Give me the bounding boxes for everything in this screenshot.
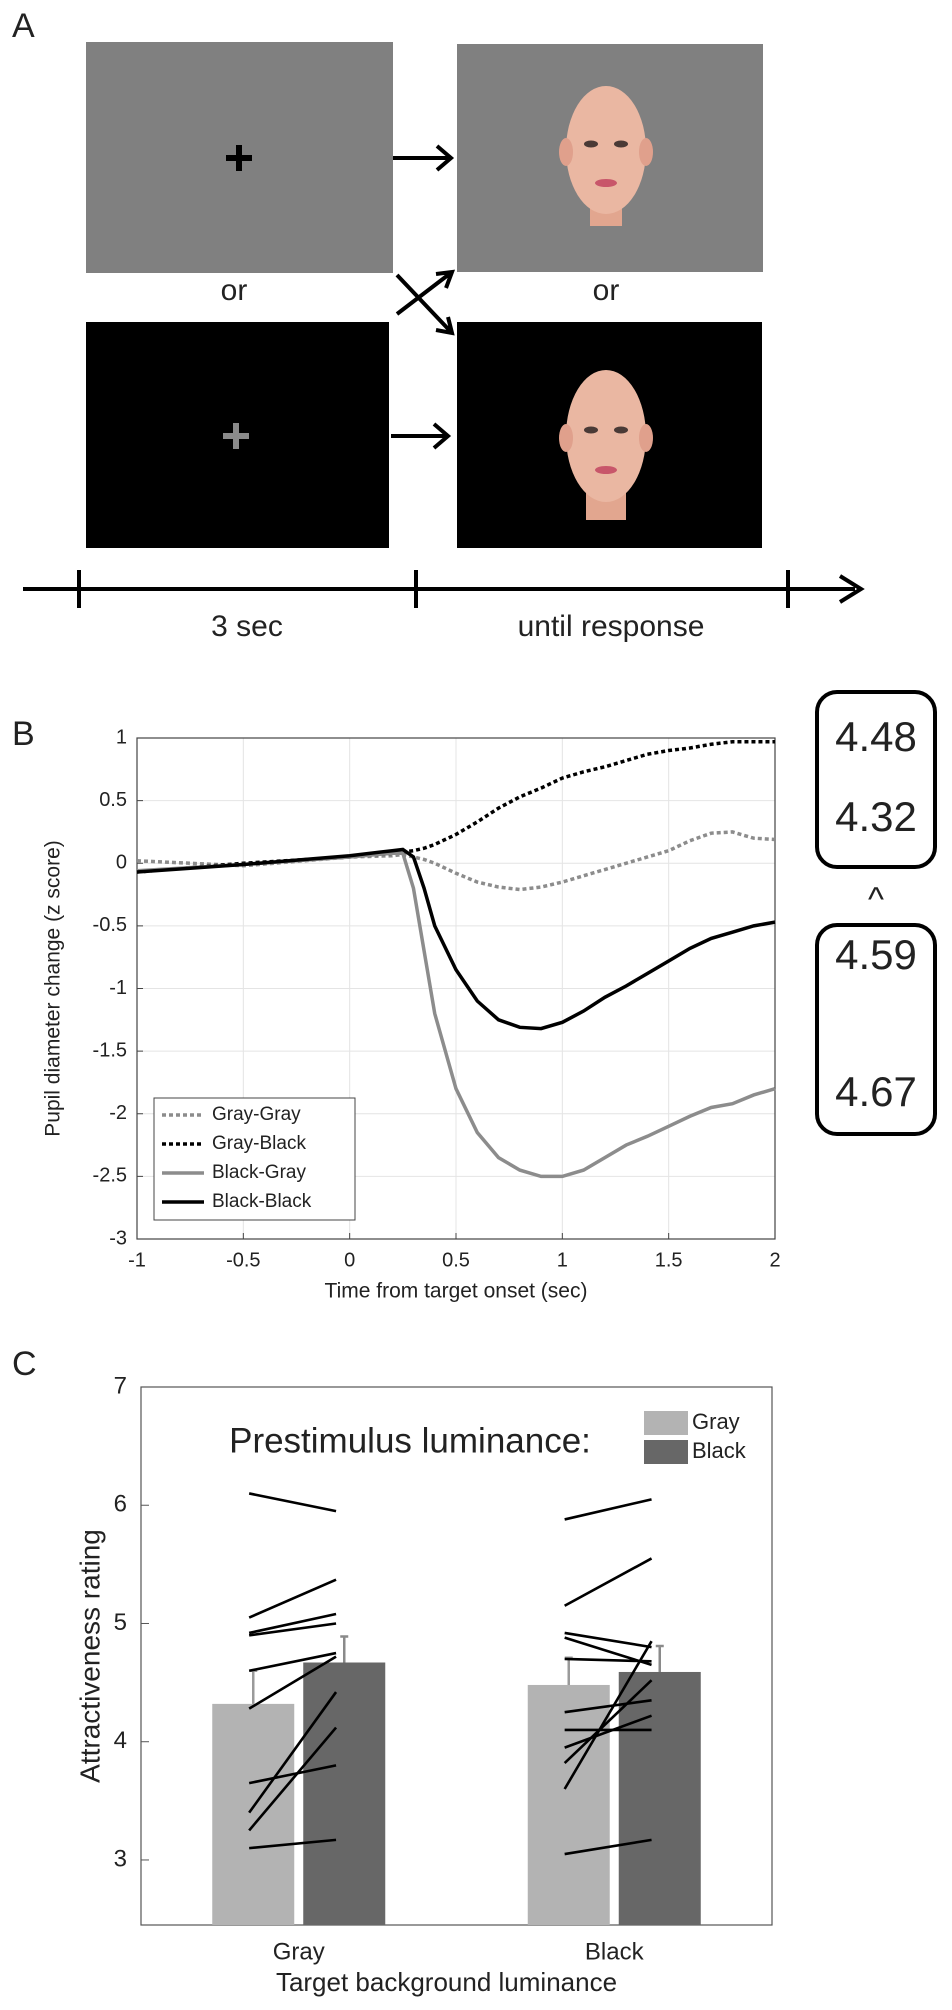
bar	[618, 1671, 701, 1925]
arrows	[23, 144, 865, 608]
subject-line	[248, 1622, 337, 1637]
box-value: 4.48	[835, 713, 917, 760]
fixation-cross	[223, 423, 249, 449]
x-tick-label: 2	[769, 1249, 780, 1271]
x-tick-label: 0	[344, 1249, 355, 1271]
y-tick-label: 0.5	[99, 789, 127, 811]
timeline-label: 3 sec	[211, 610, 283, 643]
legend-box	[153, 1097, 356, 1221]
y-tick-label: 3	[114, 1845, 127, 1872]
y-tick-label: -1	[109, 977, 127, 999]
x-tick-label: -1	[128, 1249, 146, 1271]
legend-swatch	[644, 1440, 688, 1464]
subject-line	[248, 1578, 337, 1619]
x-tick-label: -0.5	[226, 1249, 260, 1271]
subject-line	[248, 1655, 337, 1710]
y-tick-label: 1	[116, 726, 127, 748]
x-tick-label: 1	[557, 1249, 568, 1271]
error-bar	[655, 1644, 664, 1672]
box-value: 4.59	[835, 931, 917, 978]
x-tick-label: 1.5	[655, 1249, 683, 1271]
x-tick-label: 0.5	[442, 1249, 470, 1271]
y-tick-label: -2	[109, 1102, 127, 1124]
y-axis-label: Attractiveness rating	[74, 1529, 105, 1783]
or-label: or	[221, 274, 248, 307]
panel-label: B	[12, 715, 35, 753]
subject-line	[248, 1764, 337, 1785]
y-tick-label: 7	[114, 1372, 127, 1399]
x-axis-label: Time from target onset (sec)	[325, 1280, 588, 1303]
panel-label: A	[12, 7, 35, 45]
subject-line	[564, 1699, 652, 1714]
chart-title: Prestimulus luminance:	[229, 1421, 591, 1460]
y-tick-label: 4	[114, 1727, 127, 1754]
timeline-label: until response	[518, 610, 705, 643]
error-bar	[340, 1635, 349, 1663]
subject-line	[248, 1651, 337, 1673]
y-axis-label: Pupil diameter change (z score)	[42, 840, 65, 1136]
x-axis-label: Target background luminance	[276, 1967, 617, 1997]
subject-line	[563, 1679, 653, 1764]
bar	[303, 1662, 386, 1925]
data-line	[136, 830, 776, 892]
legend-label: Black-Gray	[212, 1162, 306, 1183]
subject-line	[564, 1557, 653, 1607]
data-line	[136, 740, 775, 874]
comparison: ^	[868, 881, 884, 919]
subject-line	[564, 1657, 652, 1663]
x-tick-label: Black	[585, 1938, 645, 1965]
subject-line	[249, 1838, 337, 1850]
value-box	[815, 690, 937, 869]
legend-label: Black	[692, 1438, 747, 1463]
y-tick-label: 0	[116, 852, 127, 874]
face	[559, 370, 653, 520]
fixation-cross	[226, 145, 252, 171]
rating-chart: 3 4 5 6 7 Gray Black Prestimulus luminance: Gray…	[74, 1372, 773, 1997]
subject-line	[248, 1691, 338, 1814]
bar	[212, 1703, 295, 1925]
subject-line	[248, 1612, 337, 1635]
subject-line	[564, 1631, 652, 1649]
y-tick-label: 5	[114, 1609, 127, 1636]
subject-line	[248, 1492, 337, 1513]
legend-label: Gray	[692, 1409, 740, 1434]
legend-label: Gray-Black	[212, 1133, 306, 1154]
subject-line	[564, 1838, 652, 1856]
y-tick-label: -1.5	[93, 1039, 127, 1061]
subject-line	[563, 1640, 653, 1790]
or-label: or	[593, 274, 620, 307]
legend-label: Gray-Gray	[212, 1104, 301, 1125]
y-tick-label: -0.5	[93, 914, 127, 936]
y-tick-label: -3	[109, 1227, 127, 1249]
x-tick-label: Gray	[273, 1938, 325, 1965]
face	[559, 86, 653, 226]
panel-label: C	[12, 1345, 37, 1383]
data-line	[136, 851, 776, 1179]
box-value: 4.32	[835, 793, 917, 840]
y-tick-label: -2.5	[93, 1165, 127, 1187]
y-tick-label: 6	[114, 1491, 127, 1518]
data-line	[136, 847, 776, 1031]
subject-line	[564, 1498, 652, 1521]
pupil-chart: -1 -0.5 0 0.5 1 1.5 2 -3 -2.5 -2 -1.5 -1 -0.5 0 0.5 1 Gr…	[42, 726, 781, 1302]
bar	[527, 1684, 610, 1925]
legend-label: Black-Black	[212, 1191, 312, 1212]
subject-line	[564, 1714, 652, 1749]
box-value: 4.67	[835, 1068, 917, 1115]
subject-line	[248, 1726, 338, 1832]
value-box	[815, 923, 937, 1136]
plot-frame	[136, 737, 776, 1240]
legend-swatch	[644, 1411, 688, 1435]
